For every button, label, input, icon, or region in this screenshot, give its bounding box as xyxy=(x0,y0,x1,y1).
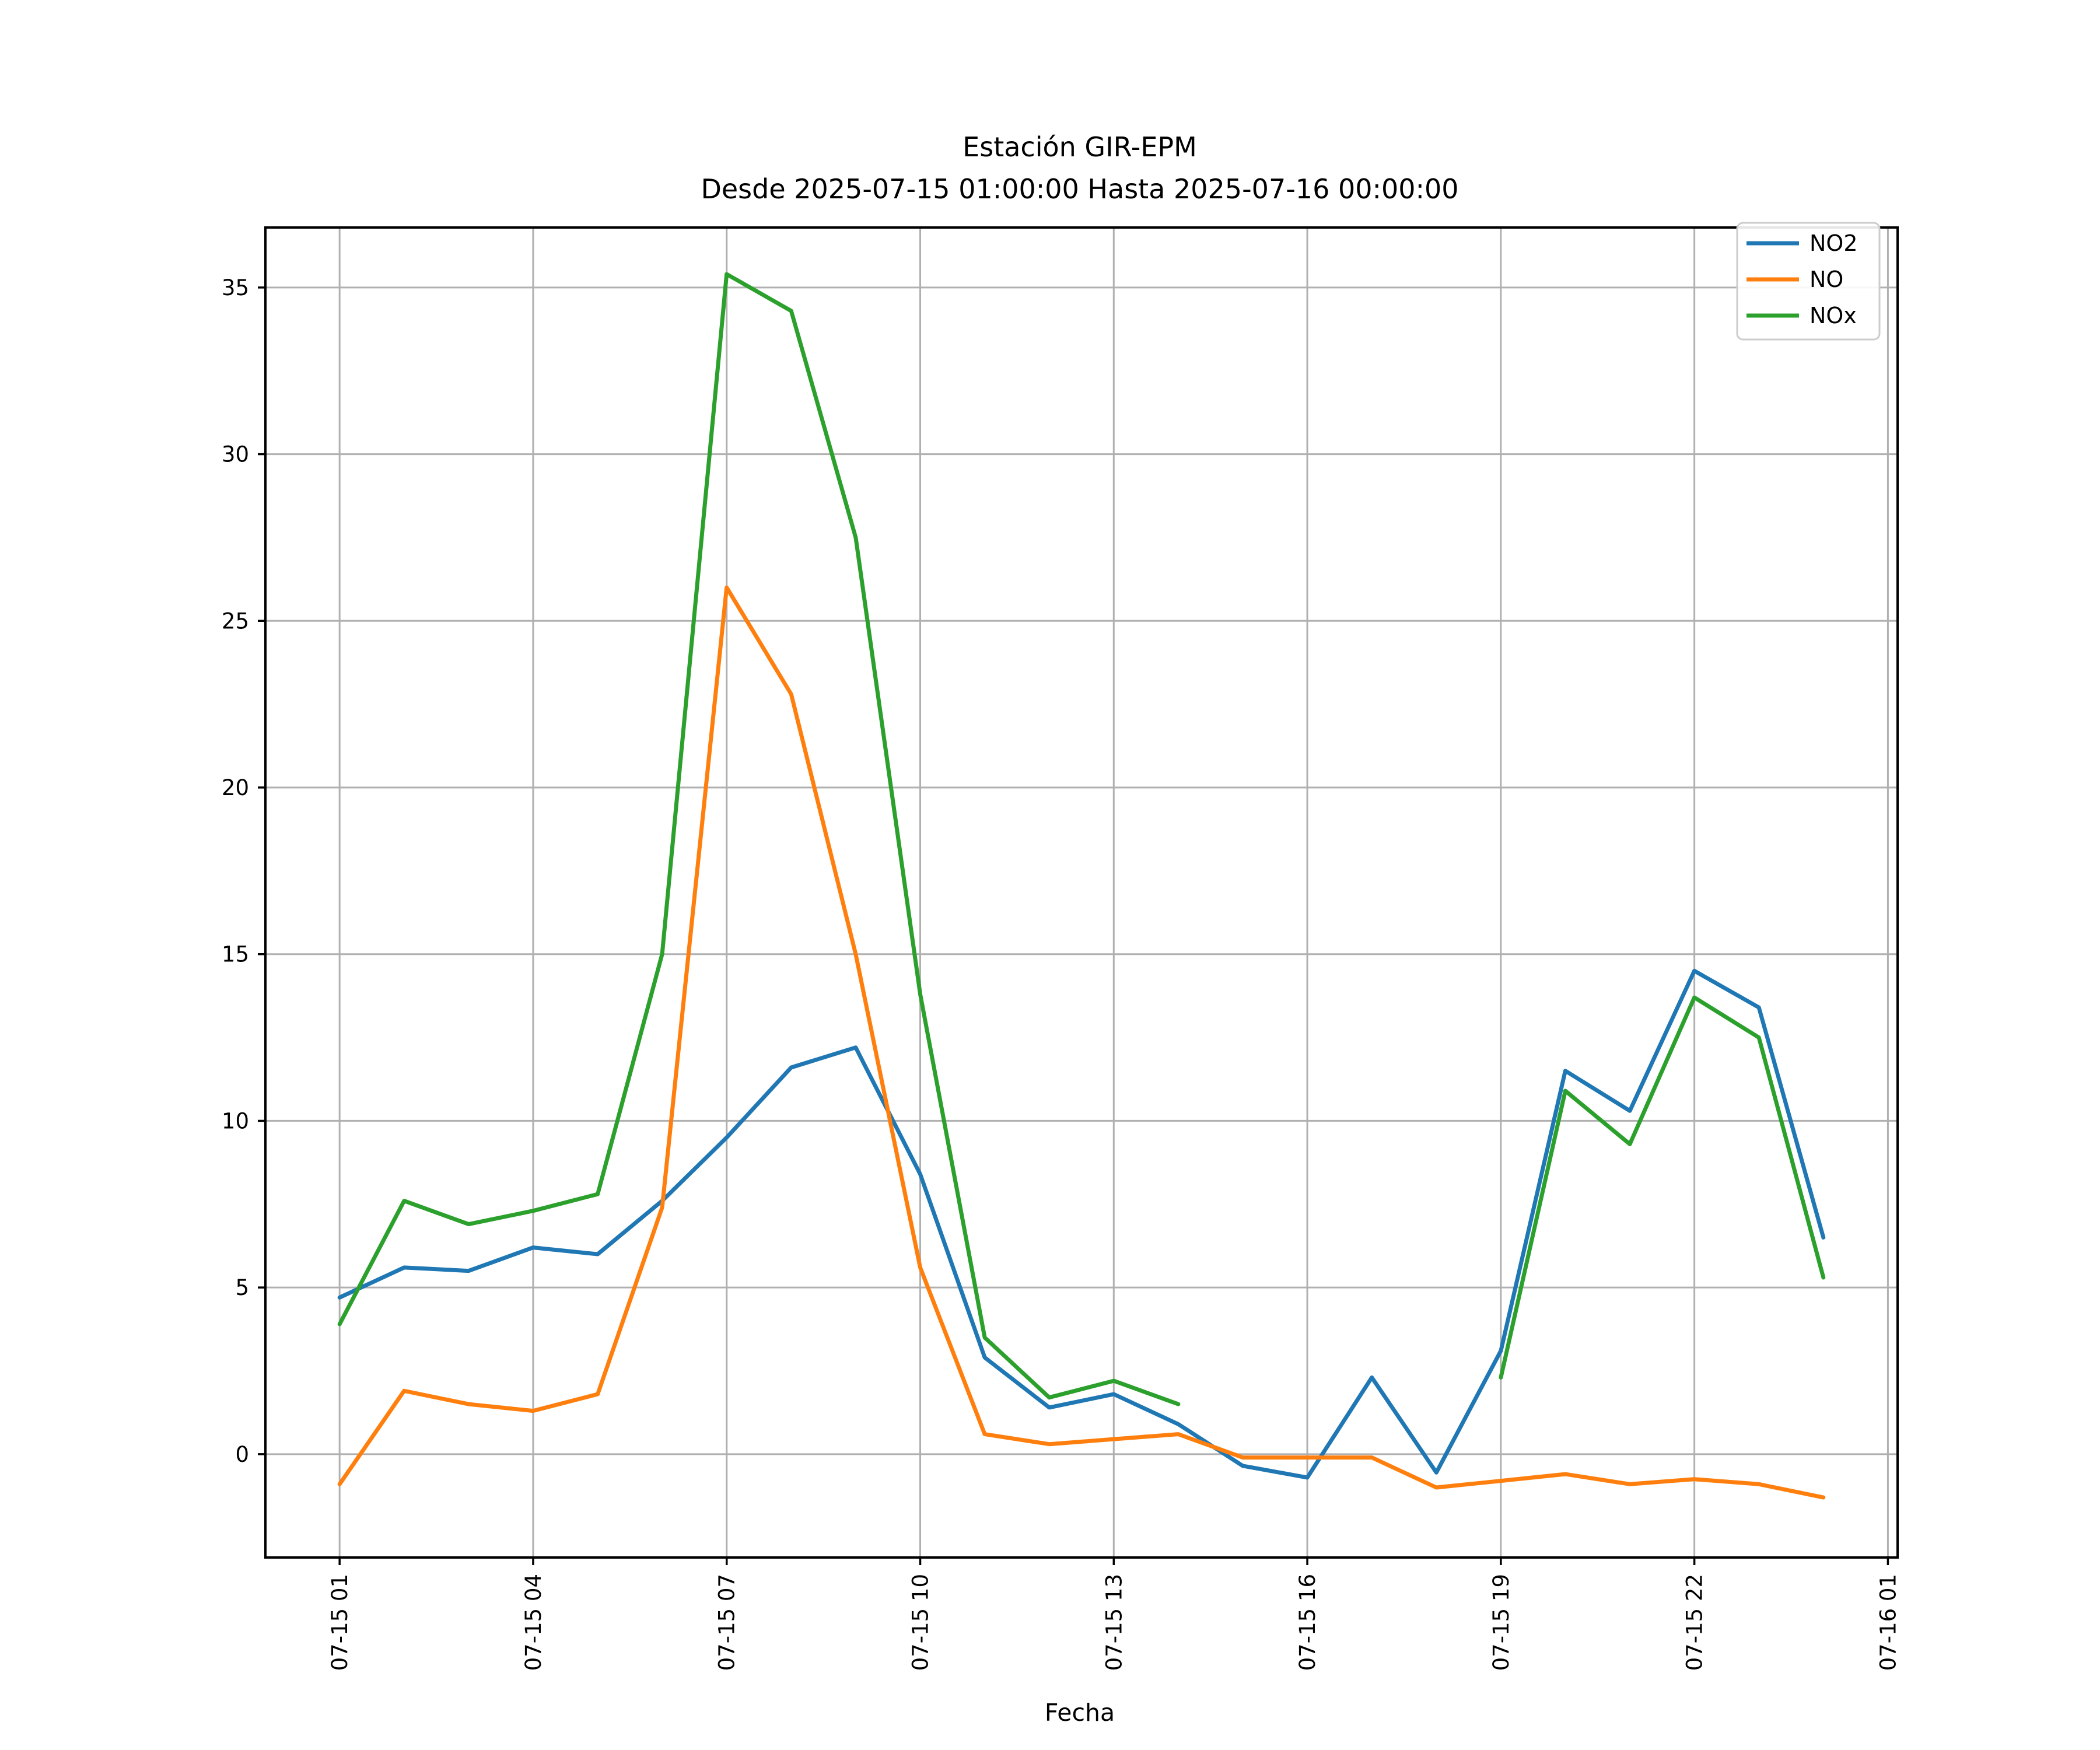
x-tick-label-5: 07-15 16 xyxy=(1295,1574,1320,1671)
series-line-no2 xyxy=(337,968,1826,1480)
x-tick-label-8: 07-16 01 xyxy=(1875,1574,1901,1671)
x-tick-label-6: 07-15 19 xyxy=(1489,1574,1514,1671)
y-tick-label-15: 15 xyxy=(222,942,249,967)
axes-spines xyxy=(264,226,1899,1559)
legend-label-no: NO xyxy=(1810,267,1843,292)
y-tick-label-10: 10 xyxy=(222,1108,249,1133)
chart-title: Estación GIR-EPM xyxy=(963,131,1197,163)
series-line-no xyxy=(337,585,1826,1500)
x-axis-label: Fecha xyxy=(1045,1699,1115,1727)
series-layer xyxy=(337,272,1826,1500)
x-tick-label-7: 07-15 22 xyxy=(1682,1574,1707,1671)
y-tick-label-30: 30 xyxy=(222,442,249,467)
y-tick-label-5: 5 xyxy=(235,1275,249,1300)
tick-layer: 0 5 10 15 20 25 30 35 07-15 01 07-15 04 07-15 07 07… xyxy=(222,275,1901,1671)
x-tick-label-4: 07-15 13 xyxy=(1101,1574,1126,1671)
y-tick-label-35: 35 xyxy=(222,275,249,300)
legend: NO2 NO NOx xyxy=(1736,222,1881,341)
legend-box xyxy=(1736,222,1881,341)
y-tick-label-20: 20 xyxy=(222,775,249,800)
x-tick-label-0: 07-15 01 xyxy=(327,1574,352,1671)
grid-layer xyxy=(265,228,1898,1558)
plot-border xyxy=(264,226,1899,1559)
x-tick-label-3: 07-15 10 xyxy=(908,1574,933,1671)
x-tick-label-2: 07-15 07 xyxy=(715,1574,740,1671)
y-tick-label-0: 0 xyxy=(235,1442,249,1467)
legend-label-no2: NO2 xyxy=(1810,230,1858,256)
legend-label-nox: NOx xyxy=(1810,303,1857,328)
series-line-nox xyxy=(337,272,1826,1406)
x-tick-label-1: 07-15 04 xyxy=(521,1574,546,1671)
chart-subtitle: Desde 2025-07-15 01:00:00 Hasta 2025-07-… xyxy=(701,173,1458,205)
y-tick-label-25: 25 xyxy=(222,608,249,634)
